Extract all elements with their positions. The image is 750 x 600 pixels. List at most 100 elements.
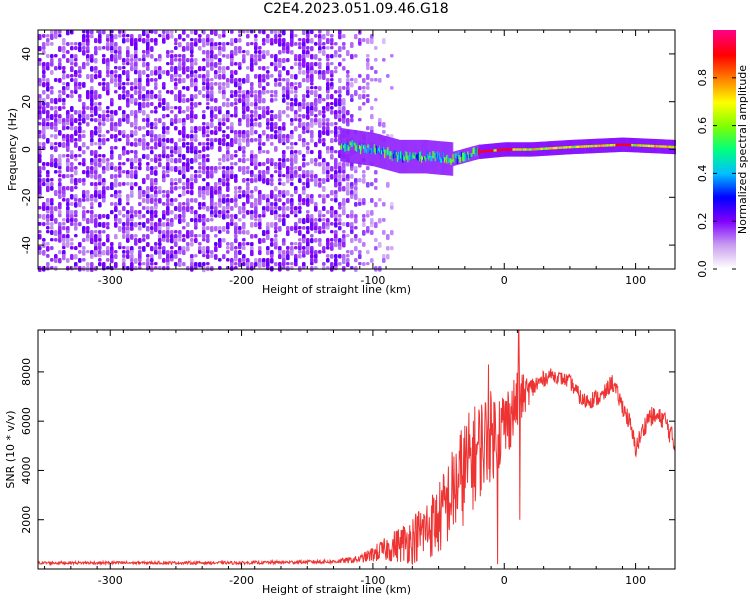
heatmap-cell [98,74,102,79]
heatmap-cell [42,42,46,48]
heatmap-cell [58,214,62,218]
heatmap-cell [70,150,74,155]
heatmap-cell [266,70,270,74]
heatmap-cell [166,238,170,243]
heatmap-cell [318,194,322,198]
heatmap-cell [194,38,198,44]
heatmap-cell [242,226,246,230]
heatmap-cell [162,150,166,156]
heatmap-cell [382,258,386,263]
heatmap-cell [278,158,282,162]
heatmap-cell [274,66,278,72]
heatmap-cell [90,54,94,60]
heatmap-cell [138,102,142,108]
heatmap-cell [338,90,342,94]
heatmap-cell [258,214,262,218]
heatmap-cell [206,154,210,158]
heatmap-cell [50,42,54,46]
heatmap-cell [206,142,210,146]
heatmap-cell [214,182,218,187]
heatmap-cell [226,126,230,130]
heatmap-cell [74,154,78,158]
heatmap-cell [354,166,358,172]
signal-core [416,154,419,161]
signal-core [460,151,463,157]
heatmap-cell [110,186,114,191]
heatmap-cell [150,146,154,150]
heatmap-cell [222,134,226,138]
heatmap-cell [378,122,382,127]
heatmap-cell [278,82,282,87]
heatmap-cell [130,62,134,67]
heatmap-cell [154,86,158,90]
heatmap-cell [134,78,138,84]
heatmap-cell [330,94,334,100]
heatmap-cell [66,146,70,152]
heatmap-cell [186,178,190,184]
signal-core [360,145,362,155]
signal-core [470,153,473,158]
heatmap-cell [322,246,326,251]
heatmap-cell [242,238,246,242]
heatmap-cell [222,158,226,163]
heatmap-cell [290,202,294,207]
heatmap-cell [270,158,274,164]
heatmap-cell [78,82,82,87]
heatmap-cell [250,210,254,215]
heatmap-cell [70,202,74,207]
heatmap-cell [146,94,150,100]
heatmap-cell [182,86,186,90]
heatmap-cell [150,46,154,52]
heatmap-cell [258,122,262,128]
heatmap-cell [238,94,242,98]
heatmap-cell [306,54,310,58]
heatmap-cell [50,162,54,168]
heatmap-cell [314,158,318,163]
heatmap-cell [326,146,330,151]
heatmap-cell [226,66,230,71]
heatmap-cell [310,222,314,228]
heatmap-cell [254,198,258,204]
signal-halo [453,151,456,166]
heatmap-cell [274,194,278,199]
heatmap-cell [230,162,234,166]
heatmap-cell [210,106,214,111]
heatmap-cell [190,198,194,203]
heatmap-cell [202,74,206,80]
heatmap-cell [162,266,166,271]
heatmap-cell [282,194,286,198]
heatmap-cell [346,190,350,196]
heatmap-cell [210,206,214,210]
signal-core [499,148,502,152]
heatmap-cell [234,258,238,262]
heatmap-cell [246,266,250,271]
heatmap-cell [222,118,226,122]
colorbar-tick-label: 0.4 [696,165,709,183]
heatmap-cell [238,90,242,94]
signal-core [599,144,602,147]
heatmap-cell [134,174,138,180]
heatmap-cell [342,58,346,62]
signal-core [423,157,425,161]
heatmap-cell [246,42,250,47]
heatmap-cell [46,82,50,87]
heatmap-cell [82,38,86,43]
heatmap-cell [182,202,186,206]
colorbar-swatch [713,143,736,147]
heatmap-cell [178,150,182,156]
heatmap-cell [106,74,110,78]
heatmap-cell [102,250,106,256]
heatmap-cell [250,158,254,163]
heatmap-cell [146,234,150,240]
heatmap-cell [150,166,154,171]
heatmap-cell [246,78,250,84]
heatmap-cell [162,126,166,131]
heatmap-cell [166,114,170,118]
signal-core [473,147,476,154]
heatmap-cell [98,138,102,143]
heatmap-cell [38,230,42,234]
heatmap-cell [42,162,46,167]
heatmap-cell [118,162,122,166]
heatmap-cell [258,218,262,224]
signal-core [625,143,628,147]
